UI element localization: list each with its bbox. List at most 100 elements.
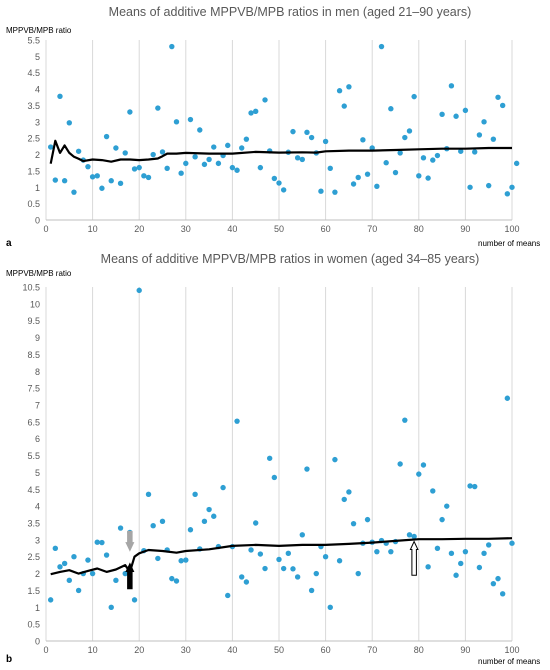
data-point: [481, 119, 487, 125]
y-tick-label: 8.5: [27, 350, 40, 360]
data-point: [248, 547, 254, 553]
data-point: [402, 134, 408, 141]
data-point: [66, 120, 73, 126]
data-point: [187, 527, 194, 533]
x-tick-label: 100: [504, 224, 519, 234]
data-point: [94, 173, 100, 179]
data-point: [201, 518, 208, 525]
data-point: [509, 540, 515, 546]
data-point: [444, 503, 450, 509]
data-point: [285, 550, 292, 557]
y-tick-label: 0.5: [27, 199, 40, 209]
x-axis-label: number of means: [478, 239, 540, 248]
data-point: [225, 142, 231, 149]
data-point: [271, 175, 278, 182]
grey-arrow: [125, 530, 135, 552]
grid-lines: [45, 287, 513, 642]
data-point: [374, 183, 380, 189]
data-point: [117, 525, 124, 531]
data-point: [122, 570, 128, 577]
data-point: [299, 532, 305, 538]
y-tick-label: 6.5: [27, 417, 40, 427]
data-point: [425, 564, 431, 570]
data-point: [453, 113, 459, 119]
data-point: [150, 151, 156, 158]
data-point: [439, 516, 445, 523]
mean-line-series: [49, 139, 512, 164]
data-point: [89, 570, 96, 577]
data-point: [411, 533, 417, 540]
data-point: [472, 483, 478, 490]
data-point: [211, 513, 217, 519]
data-point: [169, 43, 175, 50]
data-point: [271, 474, 278, 481]
data-point: [276, 180, 282, 186]
y-tick-label: 2: [35, 150, 40, 160]
mean-line-series: [50, 537, 513, 576]
data-point: [57, 564, 63, 570]
data-point: [458, 560, 464, 567]
black-arrow: [125, 562, 135, 590]
data-point: [299, 156, 305, 163]
data-point: [57, 93, 63, 99]
data-point: [99, 185, 105, 191]
y-tick-label: 3.5: [27, 519, 40, 529]
data-point: [346, 489, 352, 495]
y-tick-label: 7: [35, 401, 40, 411]
data-point: [234, 167, 240, 173]
y-tick-label: 3: [35, 117, 40, 127]
data-point: [308, 134, 315, 141]
data-point: [52, 177, 59, 183]
data-point: [243, 579, 250, 585]
data-point: [85, 557, 91, 563]
data-point: [322, 138, 329, 145]
data-point: [458, 148, 464, 154]
data-point: [341, 496, 347, 503]
data-point: [178, 170, 184, 176]
data-point: [253, 520, 259, 526]
data-point: [476, 564, 483, 571]
data-point: [192, 154, 198, 160]
data-point: [434, 152, 441, 159]
y-tick-label: 9: [35, 333, 40, 343]
data-point: [183, 160, 189, 167]
data-point: [499, 591, 506, 597]
data-point: [239, 145, 245, 151]
y-tick-label: 8: [35, 367, 40, 377]
data-point: [318, 188, 324, 194]
data-point: [504, 395, 511, 401]
data-point: [234, 418, 240, 424]
data-point: [94, 539, 100, 545]
data-point: [266, 455, 273, 461]
data-point: [99, 539, 105, 546]
data-point: [346, 84, 352, 90]
data-point: [197, 127, 203, 133]
data-point: [131, 597, 138, 603]
data-point: [280, 565, 287, 572]
scatter-series: [47, 287, 515, 610]
data-point: [103, 133, 110, 140]
y-tick-label: 1: [35, 603, 40, 613]
data-point: [420, 155, 427, 161]
y-axis-label: MPPVB/MPB ratio: [6, 26, 72, 35]
panel-label-a: a: [6, 238, 12, 249]
data-point: [448, 550, 455, 557]
data-point: [336, 88, 343, 94]
data-point: [341, 103, 347, 109]
data-point: [113, 577, 119, 584]
data-point: [178, 558, 184, 564]
y-tick-label: 2.5: [27, 552, 40, 562]
data-point: [411, 93, 417, 100]
y-tick-label: 10: [30, 299, 40, 309]
y-tick-label: 4.5: [27, 68, 40, 78]
data-point: [248, 110, 254, 116]
y-tick-label: 5: [35, 52, 40, 62]
data-point: [136, 287, 142, 294]
data-point: [383, 160, 389, 166]
data-point: [173, 578, 180, 584]
data-point: [173, 119, 180, 125]
data-point: [434, 545, 441, 551]
data-point: [71, 189, 77, 195]
y-tick-label: 5.5: [27, 36, 40, 46]
